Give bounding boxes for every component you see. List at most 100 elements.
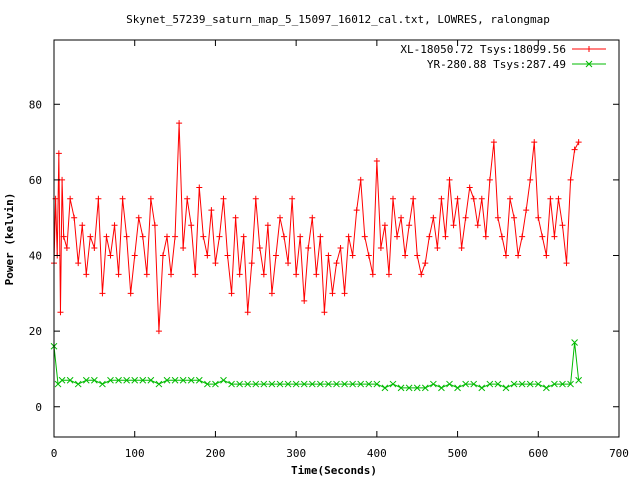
data-point (543, 252, 550, 259)
data-point (127, 290, 134, 297)
legend-marker (586, 46, 592, 52)
data-point (478, 384, 486, 392)
data-point (341, 380, 348, 388)
data-point (369, 271, 376, 278)
data-point (71, 214, 78, 221)
data-point (446, 176, 453, 183)
data-point (131, 376, 139, 384)
data-point (236, 271, 243, 278)
data-point (353, 207, 360, 214)
x-tick-label: 100 (125, 447, 145, 460)
data-point (147, 376, 155, 384)
y-tick-label: 60 (29, 174, 42, 187)
data-point (244, 309, 251, 316)
data-point (478, 195, 485, 202)
data-point (151, 222, 158, 229)
data-point (422, 260, 429, 267)
data-point (212, 260, 219, 267)
data-point (176, 120, 183, 127)
data-point (413, 384, 421, 392)
data-point (292, 380, 300, 388)
data-point (398, 214, 405, 221)
data-point (454, 384, 461, 392)
data-point (168, 271, 175, 278)
data-point (543, 384, 550, 392)
data-point (421, 384, 429, 392)
data-point (502, 384, 510, 392)
data-point (329, 290, 336, 297)
data-point (196, 184, 203, 191)
data-point (216, 233, 223, 240)
data-point (333, 380, 340, 388)
data-point (91, 376, 98, 384)
x-tick-label: 0 (51, 447, 58, 460)
data-point (406, 222, 413, 229)
data-point (321, 309, 328, 316)
data-point (349, 252, 356, 259)
data-point (59, 176, 66, 183)
data-point (526, 380, 534, 388)
data-point (107, 252, 114, 259)
data-point (115, 271, 122, 278)
x-tick-label: 600 (528, 447, 548, 460)
data-point (164, 233, 170, 240)
data-point (349, 380, 356, 388)
data-point (284, 380, 292, 388)
data-point (325, 252, 332, 259)
data-point (567, 380, 574, 388)
data-point (494, 380, 502, 388)
data-point (58, 376, 66, 384)
data-point (228, 380, 235, 388)
data-point (57, 309, 64, 316)
data-point (115, 376, 122, 384)
data-point (567, 176, 574, 183)
data-point (256, 244, 263, 251)
data-point (119, 195, 126, 202)
data-point (555, 195, 562, 202)
data-point (518, 380, 526, 388)
data-point (462, 214, 469, 221)
data-point (341, 290, 348, 297)
data-point (470, 380, 478, 388)
data-point (458, 244, 465, 251)
data-point (317, 233, 324, 240)
data-point (260, 380, 268, 388)
data-point (389, 380, 397, 388)
legend-label: XL-18050.72 Tsys:18099.56 (400, 43, 566, 56)
data-point (171, 376, 179, 384)
x-tick-label: 300 (286, 447, 306, 460)
data-point (438, 384, 445, 392)
y-tick-label: 0 (35, 401, 42, 414)
data-point (91, 244, 98, 251)
data-point (143, 271, 150, 278)
data-point (276, 380, 284, 388)
data-point (107, 376, 114, 384)
data-point (87, 233, 94, 240)
data-point (82, 376, 90, 384)
data-point (534, 380, 542, 388)
data-point (490, 139, 497, 146)
data-point (200, 233, 207, 240)
data-point (99, 290, 106, 297)
data-point (337, 244, 344, 251)
data-point (309, 214, 316, 221)
data-point (67, 195, 74, 202)
data-point (103, 233, 110, 240)
data-point (74, 380, 82, 388)
series-line (53, 342, 580, 389)
data-point (430, 380, 437, 388)
x-tick-label: 700 (609, 447, 629, 460)
data-point (147, 195, 154, 202)
data-point (195, 376, 203, 384)
data-point (66, 376, 74, 384)
data-point (228, 290, 235, 297)
data-point (63, 244, 70, 251)
data-point (571, 146, 578, 153)
data-point (466, 184, 473, 191)
data-point (571, 339, 578, 346)
data-point (252, 380, 260, 388)
data-point (430, 214, 437, 221)
data-point (75, 260, 82, 267)
data-point (450, 222, 457, 229)
data-point (462, 380, 469, 388)
